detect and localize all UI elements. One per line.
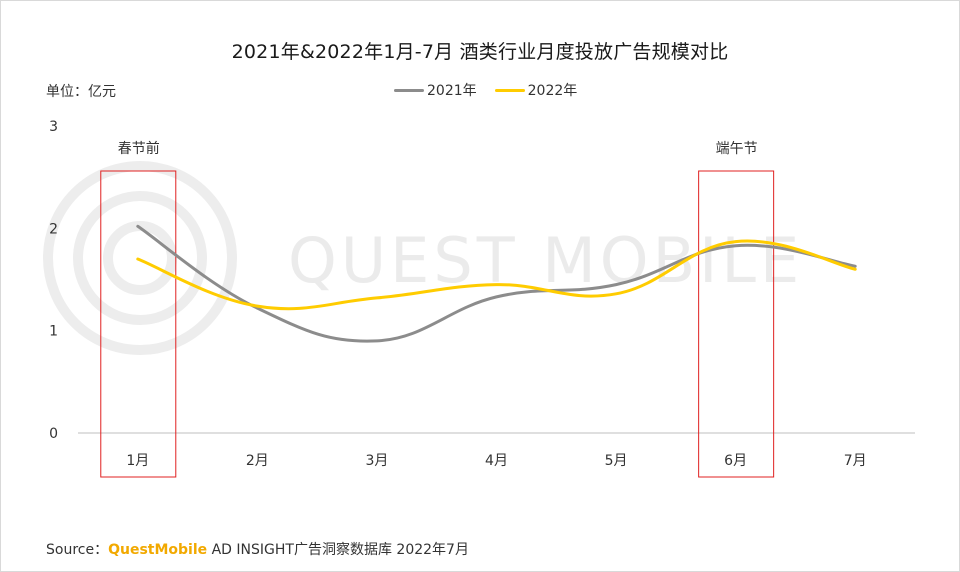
chart-title: 2021年&2022年1月-7月 酒类行业月度投放广告规模对比 <box>231 41 729 63</box>
source-prefix: Source： <box>46 542 109 558</box>
source-brand: QuestMobile <box>108 542 208 558</box>
series-line-2022 <box>136 239 857 311</box>
source-suffix: AD INSIGHT广告洞察数据库 2022年7月 <box>211 542 469 558</box>
y-tick-label: 3 <box>49 119 58 135</box>
unit-label: 单位：亿元 <box>46 84 116 100</box>
series-line-2021 <box>136 224 857 343</box>
legend: 2021年 2022年 <box>394 80 595 100</box>
watermark-text: QUEST MOBILE <box>288 224 803 297</box>
legend-label-2021: 2021年 <box>427 83 477 99</box>
legend-item-2022: 2022年 <box>494 80 578 100</box>
label-layer: 0 1 2 3 1月 2月 3月 4月 5月 6月 7月 春节前 端午节 <box>49 119 867 469</box>
highlight-box <box>100 170 177 478</box>
x-tick-label: 7月 <box>844 453 867 469</box>
series-layer <box>136 224 857 343</box>
x-tick-label: 3月 <box>365 453 388 469</box>
x-tick-label: 5月 <box>605 453 628 469</box>
legend-item-2021: 2021年 <box>394 80 477 100</box>
x-tick-label: 4月 <box>485 453 508 469</box>
highlight-boxes <box>100 170 775 478</box>
x-tick-label: 6月 <box>724 453 747 469</box>
x-tick-label: 2月 <box>246 453 269 469</box>
x-tick-label: 1月 <box>126 453 149 469</box>
legend-label-2022: 2022年 <box>527 83 578 99</box>
source-line: Source：QuestMobile AD INSIGHT广告洞察数据库 202… <box>46 539 469 559</box>
y-tick-label: 0 <box>49 426 58 442</box>
legend-swatch-2021 <box>394 88 424 92</box>
highlight-box <box>698 170 775 478</box>
annotation-label: 端午节 <box>716 141 758 157</box>
legend-swatch-2022 <box>494 88 525 92</box>
y-tick-label: 2 <box>49 221 58 237</box>
annotation-label: 春节前 <box>118 140 160 157</box>
watermark-logo <box>43 161 237 355</box>
y-tick-label: 1 <box>49 324 58 340</box>
